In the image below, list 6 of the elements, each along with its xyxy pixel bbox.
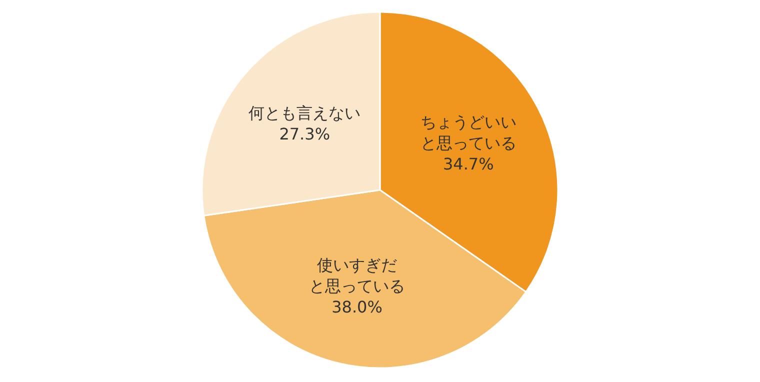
data-label: 27.3% [279, 124, 330, 144]
slice-label: ちょうどいいと思っている [420, 112, 516, 152]
data-label: 34.7% [442, 154, 494, 174]
slice-label: 何とも言えない [248, 104, 361, 123]
slice-label: 使いすぎだと思っている [309, 255, 406, 296]
data-label: 38.0% [332, 297, 382, 316]
